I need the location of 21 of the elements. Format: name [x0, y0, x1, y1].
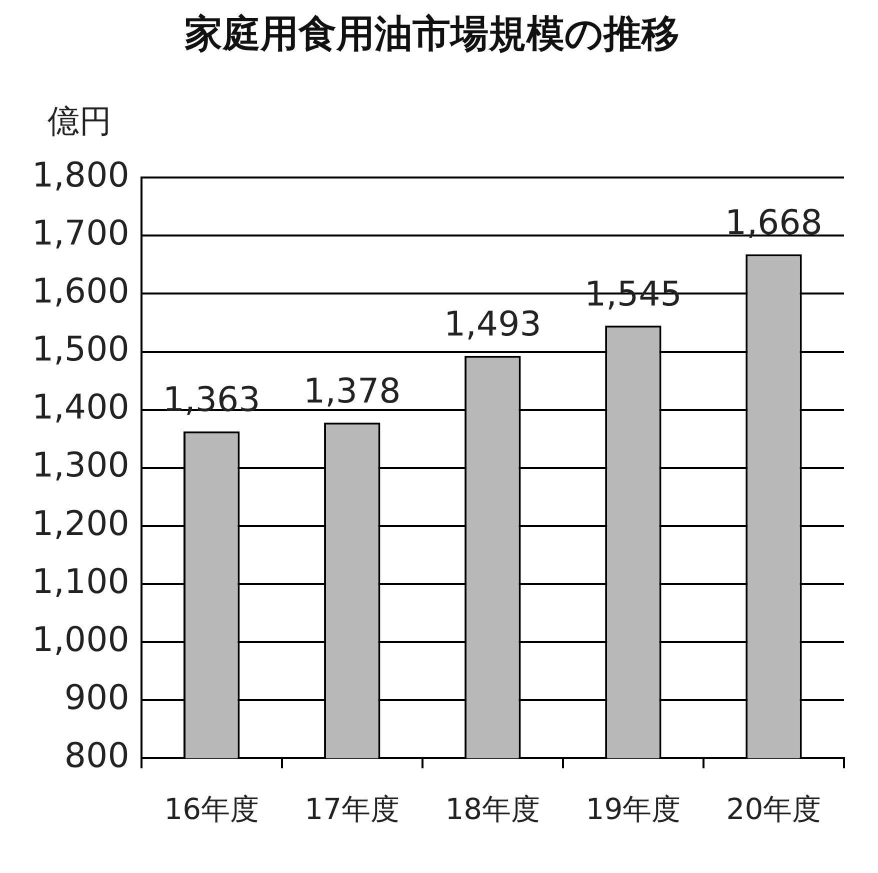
x-tick-label: 17年度 [304, 792, 400, 826]
y-tick-label: 1,300 [32, 446, 130, 486]
x-tick-label: 18年度 [445, 792, 540, 826]
y-axis-title: 億円 [47, 102, 112, 140]
y-tick-label: 1,500 [32, 330, 130, 370]
y-tick-label: 1,000 [32, 620, 130, 660]
y-tick-label: 1,200 [32, 504, 130, 544]
data-label: 1,668 [725, 203, 822, 244]
y-tick-label: 900 [64, 678, 130, 718]
y-tick-label: 1,800 [32, 155, 130, 196]
x-tick-label: 19年度 [586, 792, 681, 826]
y-tick-label: 1,700 [32, 213, 130, 254]
x-tick-label: 16年度 [164, 792, 260, 826]
y-tick-label: 800 [64, 736, 130, 776]
y-tick-label: 1,600 [32, 272, 130, 312]
chart-title: 家庭用食用油市場規模の推移 [184, 12, 680, 56]
x-tick-label: 20年度 [726, 792, 822, 826]
data-label: 1,378 [303, 371, 401, 412]
y-tick-label: 1,100 [32, 562, 130, 602]
y-tick-label: 1,400 [32, 388, 130, 428]
data-label: 1,493 [444, 304, 542, 345]
